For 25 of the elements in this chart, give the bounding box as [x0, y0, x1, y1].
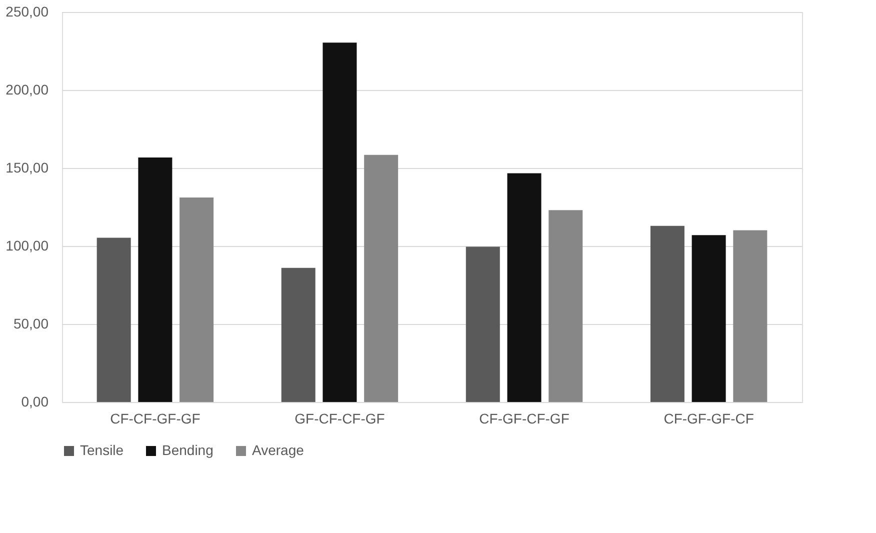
y-tick-label: 200,00: [6, 82, 49, 98]
bar: [281, 268, 316, 402]
y-tick-label: 0,00: [21, 394, 49, 410]
bar: [507, 173, 542, 402]
x-tick-label: CF-GF-CF-GF: [479, 410, 570, 426]
bar: [692, 235, 726, 402]
x-tick-label: CF-GF-GF-CF: [664, 410, 754, 426]
x-tick-label: GF-CF-CF-GF: [294, 410, 385, 426]
legend-label: Tensile: [80, 442, 124, 458]
bar: [180, 197, 214, 402]
bar: [650, 226, 684, 402]
bar: [548, 210, 583, 402]
legend-label: Average: [252, 442, 304, 458]
bar: [96, 238, 131, 402]
legend-label: Bending: [162, 442, 214, 458]
bar: [138, 158, 172, 402]
bar: [466, 246, 500, 402]
y-tick-label: 150,00: [6, 160, 49, 176]
bar: [364, 154, 398, 402]
y-tick-label: 50,00: [13, 316, 49, 332]
y-tick-label: 100,00: [6, 238, 49, 254]
y-tick-label: 250,00: [6, 4, 49, 20]
bar: [733, 230, 768, 402]
bar: [322, 42, 357, 402]
x-tick-label: CF-CF-GF-GF: [110, 410, 200, 426]
